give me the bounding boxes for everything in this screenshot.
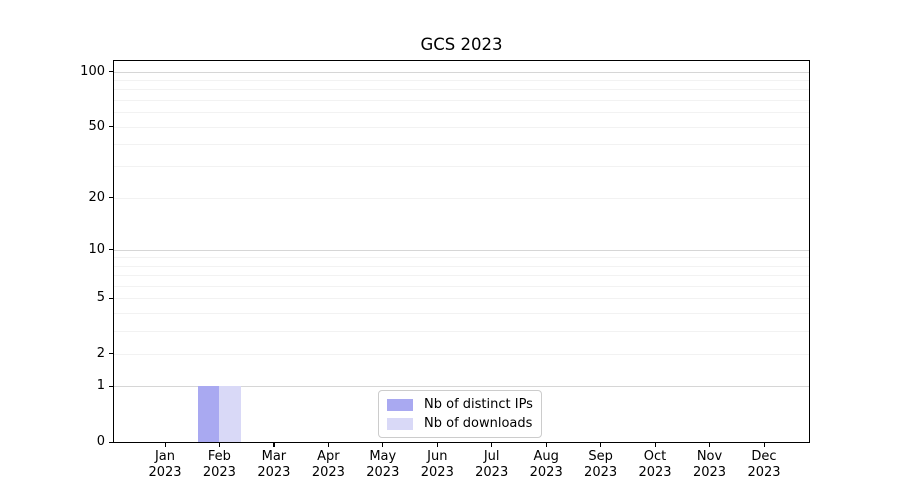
x-tick-label-year: 2023 [638, 464, 672, 480]
minor-gridline [114, 265, 809, 267]
x-tick-label: Jul 2023 [460, 449, 524, 480]
x-tick-label: Feb 2023 [187, 449, 251, 480]
x-tick-label-year: 2023 [202, 464, 236, 480]
legend-entry: Nb of downloads [387, 415, 533, 432]
minor-gridline [114, 126, 809, 128]
y-tick-label: 10 [88, 241, 105, 257]
y-tick-mark [109, 197, 113, 199]
bar-nb-of-distinct-ips [197, 386, 220, 442]
x-tick-label: Dec 2023 [732, 449, 796, 480]
x-tick-mark [654, 443, 656, 447]
y-tick-mark [109, 249, 113, 251]
x-tick-label-month: Jan [154, 449, 176, 464]
x-tick-mark [491, 443, 493, 447]
legend-swatch [387, 398, 413, 411]
x-tick-mark [327, 443, 330, 447]
chart-title: GCS 2023 [420, 35, 503, 54]
x-tick-label-month: Oct [643, 449, 667, 464]
x-tick-label-year: 2023 [747, 464, 781, 480]
y-tick-mark [109, 297, 113, 299]
x-tick-label-year: 2023 [311, 464, 345, 480]
x-tick-label: Aug 2023 [514, 449, 578, 480]
y-tick-label: 2 [96, 345, 105, 361]
minor-gridline [114, 330, 809, 332]
x-tick-mark [273, 443, 275, 447]
x-tick-mark [218, 443, 221, 447]
x-tick-label-year: 2023 [692, 464, 727, 480]
minor-gridline [114, 112, 809, 114]
bar-nb-of-downloads [219, 386, 242, 442]
y-tick-label: 50 [88, 118, 105, 134]
x-tick-label-month: Jun [427, 449, 448, 464]
plot-area [113, 60, 810, 443]
x-tick-label-month: Apr [317, 449, 340, 464]
minor-gridline [114, 298, 809, 300]
major-gridline [114, 386, 809, 388]
minor-gridline [114, 275, 809, 277]
legend-label: Nb of distinct IPs [424, 397, 533, 412]
y-tick-mark [109, 71, 113, 73]
y-tick-label: 0 [96, 434, 105, 449]
y-tick-mark [109, 353, 113, 355]
x-tick-label-month: Mar [261, 449, 287, 464]
y-tick-mark [109, 441, 113, 443]
x-tick-label-month: Nov [696, 449, 723, 464]
minor-gridline [114, 166, 809, 168]
x-tick-label-month: Sep [588, 449, 613, 464]
x-tick-label: May 2023 [351, 449, 415, 480]
y-tick-label: 20 [88, 189, 105, 205]
legend: Nb of distinct IPs Nb of downloads [378, 390, 542, 438]
legend-swatch [387, 417, 413, 430]
legend-entry: Nb of distinct IPs [387, 396, 533, 413]
major-gridline [114, 249, 809, 251]
x-tick-label-year: 2023 [529, 464, 563, 480]
y-tick-label: 100 [80, 63, 105, 79]
minor-gridline [114, 285, 809, 287]
x-tick-label-month: Aug [533, 449, 559, 464]
y-tick-mark [109, 126, 113, 128]
legend-label: Nb of downloads [424, 416, 533, 431]
minor-gridline [114, 312, 809, 314]
x-tick-label-month: Jul [483, 449, 500, 464]
x-tick-label-year: 2023 [584, 464, 618, 480]
minor-gridline [114, 144, 809, 145]
x-tick-label: Mar 2023 [242, 449, 306, 480]
x-tick-mark [545, 443, 547, 447]
x-tick-label-month: Feb [207, 449, 231, 464]
minor-gridline [114, 80, 809, 81]
minor-gridline [114, 257, 809, 259]
x-tick-label-year: 2023 [148, 464, 182, 480]
minor-gridline [114, 353, 809, 355]
minor-gridline [114, 197, 809, 199]
x-tick-label: Jan 2023 [133, 449, 197, 480]
x-tick-label-year: 2023 [420, 464, 454, 480]
y-tick-label: 1 [96, 378, 105, 394]
x-tick-label: Apr 2023 [296, 449, 360, 480]
major-gridline [114, 71, 809, 73]
x-tick-label-year: 2023 [366, 464, 400, 480]
x-tick-label-year: 2023 [257, 464, 291, 480]
x-tick-label: Jun 2023 [405, 449, 469, 480]
x-tick-mark [382, 443, 384, 447]
x-tick-label: Sep 2023 [569, 449, 633, 480]
x-tick-label: Nov 2023 [678, 449, 742, 480]
y-tick-label: 5 [96, 290, 105, 306]
x-tick-label: Oct 2023 [623, 449, 687, 480]
x-tick-label-month: Dec [751, 449, 777, 464]
x-tick-label-year: 2023 [475, 464, 509, 480]
x-tick-mark [164, 443, 166, 447]
minor-gridline [114, 89, 809, 91]
x-tick-label-month: May [369, 449, 397, 464]
y-tick-mark [109, 385, 113, 388]
x-tick-mark [436, 443, 438, 447]
x-tick-mark [709, 443, 711, 447]
minor-gridline [114, 99, 809, 101]
x-tick-mark [600, 443, 602, 447]
x-tick-mark [763, 443, 765, 447]
